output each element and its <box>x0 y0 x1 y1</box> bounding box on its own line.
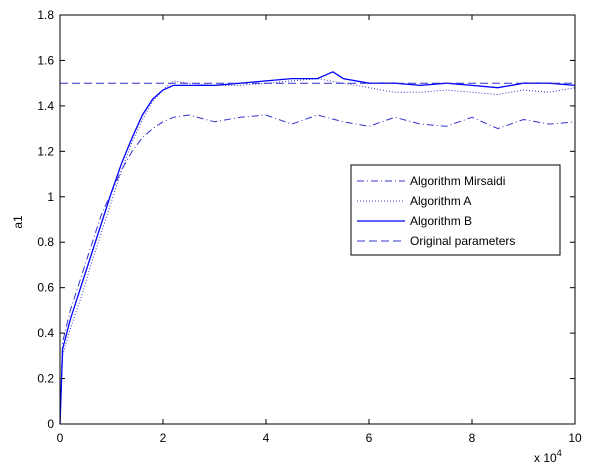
y-tick-label-6: 1.2 <box>37 144 54 158</box>
x-tick-label-2: 4 <box>263 431 270 445</box>
legend-label-0: Algorithm Mirsaidi <box>410 174 505 188</box>
x-exponent-label: x 104 <box>534 448 562 465</box>
x-tick-label-5: 10 <box>568 431 582 445</box>
series-layer <box>59 71 576 425</box>
plot-frame <box>59 14 576 425</box>
y-tick-label-4: 0.8 <box>37 235 54 249</box>
y-axis-label: a1 <box>11 215 25 229</box>
y-tick-label-5: 1 <box>47 190 54 204</box>
x-tick-label-0: 0 <box>57 431 64 445</box>
y-tick-label-2: 0.4 <box>37 326 54 340</box>
series-line-1 <box>59 78 576 425</box>
y-tick-label-3: 0.6 <box>37 281 54 295</box>
legend-box <box>350 164 561 256</box>
y-tick-label-0: 0 <box>47 417 54 431</box>
y-tick-label-8: 1.6 <box>37 53 54 67</box>
legend-items: Algorithm Mirsaidi Algorithm A Algorithm B… <box>357 174 515 248</box>
legend-label-1: Algorithm A <box>410 194 471 208</box>
x-tick-label-4: 8 <box>469 431 476 445</box>
x-tick-label-1: 2 <box>160 431 167 445</box>
x-exponent-base: x 10 <box>534 451 557 465</box>
ticks-layer: 0 2 4 6 8 10 0 0.2 0.4 0.6 0.8 1 1.2 1.4 1.6 1.8 <box>37 8 582 445</box>
legend-label-2: Algorithm B <box>410 214 472 228</box>
series-line-0 <box>59 114 576 425</box>
legend: Algorithm Mirsaidi Algorithm A Algorithm B… <box>350 164 561 256</box>
y-tick-label-7: 1.4 <box>37 99 54 113</box>
legend-label-3: Original parameters <box>410 234 515 248</box>
y-tick-label-9: 1.8 <box>37 8 54 22</box>
y-tick-label-1: 0.2 <box>37 372 54 386</box>
x-tick-label-3: 6 <box>366 431 373 445</box>
x-exponent-power: 4 <box>557 448 562 458</box>
